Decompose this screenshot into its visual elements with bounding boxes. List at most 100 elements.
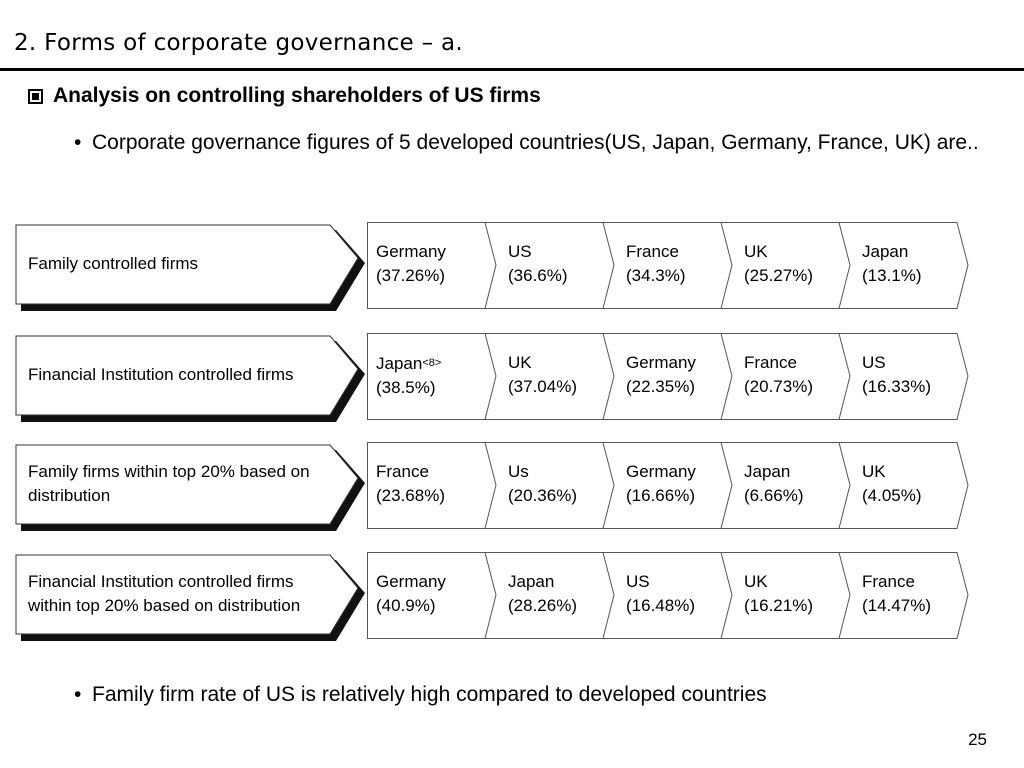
rank-cell: France (34.3%) bbox=[626, 240, 686, 288]
chevron-divider bbox=[838, 333, 851, 420]
rank-country: UK bbox=[508, 353, 532, 372]
chevron-divider bbox=[602, 442, 615, 529]
rank-country: US bbox=[862, 353, 886, 372]
rank-cell: Germany (37.26%) bbox=[376, 240, 446, 288]
chevron-divider bbox=[720, 552, 733, 639]
rank-percentage: (14.47%) bbox=[862, 596, 931, 615]
rank-cell: Japan (13.1%) bbox=[862, 240, 922, 288]
rank-percentage: (36.6%) bbox=[508, 266, 568, 285]
conclusion-bullet-text: Family firm rate of US is relatively hig… bbox=[92, 683, 767, 706]
rank-country: Japan bbox=[508, 572, 555, 591]
rank-cell: Japan (28.26%) bbox=[508, 570, 577, 618]
rank-cell: Japan<8> (38.5%) bbox=[376, 351, 441, 400]
rank-cell: France (23.68%) bbox=[376, 460, 445, 508]
rank-percentage: (16.33%) bbox=[862, 377, 931, 396]
rank-percentage: (20.36%) bbox=[508, 486, 577, 505]
rank-cell: UK (37.04%) bbox=[508, 351, 577, 399]
rank-cell: France (20.73%) bbox=[744, 351, 813, 399]
country-ranking-strip: Germany (37.26%) US (36.6%) France (34.3%) UK (… bbox=[367, 222, 969, 309]
section-heading: Analysis on controlling shareholders of … bbox=[28, 84, 541, 108]
chevron-divider bbox=[720, 442, 733, 529]
chevron-divider bbox=[838, 552, 851, 639]
intro-bullet: • Corporate governance figures of 5 deve… bbox=[74, 120, 994, 165]
rank-percentage: (20.73%) bbox=[744, 377, 813, 396]
rank-country: US bbox=[626, 572, 650, 591]
row-label-text: Financial Institution controlled firms bbox=[28, 365, 294, 384]
title-divider bbox=[0, 68, 1024, 71]
rank-percentage: (4.05%) bbox=[862, 486, 922, 505]
chevron-divider bbox=[484, 222, 497, 309]
rank-percentage: (28.26%) bbox=[508, 596, 577, 615]
rank-cell: Germany (22.35%) bbox=[626, 351, 696, 399]
rank-percentage: (37.26%) bbox=[376, 266, 445, 285]
rank-country: Japan bbox=[376, 354, 423, 373]
intro-bullet-text: Corporate governance figures of 5 develo… bbox=[92, 131, 979, 154]
rank-country: Us bbox=[508, 462, 529, 481]
row-label-box: Financial Institution controlled firms w… bbox=[15, 554, 365, 641]
rank-percentage: (40.9%) bbox=[376, 596, 436, 615]
rank-percentage: (25.27%) bbox=[744, 266, 813, 285]
rank-percentage: (22.35%) bbox=[626, 377, 695, 396]
rank-country: UK bbox=[862, 462, 886, 481]
row-label-box: Family firms within top 20% based on dis… bbox=[15, 444, 365, 531]
rank-country: Germany bbox=[626, 462, 696, 481]
chevron-divider bbox=[720, 333, 733, 420]
conclusion-bullet: • Family firm rate of US is relatively h… bbox=[74, 672, 974, 717]
rank-cell: US (16.48%) bbox=[626, 570, 695, 618]
square-bullet-icon bbox=[28, 88, 43, 104]
rank-cell: Germany (40.9%) bbox=[376, 570, 446, 618]
country-ranking-strip: France (23.68%) Us (20.36%) Germany (16.66%) J… bbox=[367, 442, 969, 529]
chevron-divider bbox=[484, 442, 497, 529]
rank-country: France bbox=[744, 353, 797, 372]
rank-country: US bbox=[508, 242, 532, 261]
row-label-box: Family controlled firms bbox=[15, 224, 365, 311]
rank-percentage: (16.66%) bbox=[626, 486, 695, 505]
rank-cell: US (36.6%) bbox=[508, 240, 568, 288]
chevron-divider bbox=[484, 552, 497, 639]
row-label-box: Financial Institution controlled firms bbox=[15, 335, 365, 422]
rank-cell: France (14.47%) bbox=[862, 570, 931, 618]
bullet-dot-icon: • bbox=[74, 683, 82, 706]
rank-percentage: (37.04%) bbox=[508, 377, 577, 396]
chevron-divider bbox=[838, 442, 851, 529]
rank-country: Germany bbox=[626, 353, 696, 372]
rank-country: France bbox=[376, 462, 429, 481]
rank-cell: UK (4.05%) bbox=[862, 460, 922, 508]
chevron-divider bbox=[602, 333, 615, 420]
row-label-text: Family firms within top 20% based on dis… bbox=[28, 462, 310, 505]
row-label-text: Financial Institution controlled firms w… bbox=[28, 572, 301, 615]
rank-percentage: (38.5%) bbox=[376, 378, 436, 397]
rank-percentage: (34.3%) bbox=[626, 266, 686, 285]
rank-percentage: (23.68%) bbox=[376, 486, 445, 505]
rank-percentage: (13.1%) bbox=[862, 266, 922, 285]
rank-country: Japan bbox=[862, 242, 909, 261]
rank-percentage: (16.48%) bbox=[626, 596, 695, 615]
rank-cell: Japan (6.66%) bbox=[744, 460, 804, 508]
chevron-divider bbox=[484, 333, 497, 420]
rank-country: Japan bbox=[744, 462, 791, 481]
chevron-divider bbox=[838, 222, 851, 309]
rank-cell: US (16.33%) bbox=[862, 351, 931, 399]
chevron-divider bbox=[602, 222, 615, 309]
rank-country: UK bbox=[744, 572, 768, 591]
chevron-divider bbox=[602, 552, 615, 639]
rank-country: France bbox=[862, 572, 915, 591]
slide-title: 2. Forms of corporate governance – a. bbox=[14, 30, 463, 56]
rank-footnote: <8> bbox=[422, 357, 442, 369]
country-ranking-strip: Japan<8> (38.5%) UK (37.04%) Germany (22.35%)… bbox=[367, 333, 969, 420]
rank-cell: UK (25.27%) bbox=[744, 240, 813, 288]
row-label-text: Family controlled firms bbox=[28, 254, 199, 273]
rank-country: UK bbox=[744, 242, 768, 261]
rank-percentage: (6.66%) bbox=[744, 486, 804, 505]
rank-cell: UK (16.21%) bbox=[744, 570, 813, 618]
bullet-dot-icon: • bbox=[74, 131, 82, 154]
rank-percentage: (16.21%) bbox=[744, 596, 813, 615]
page-number: 25 bbox=[968, 730, 987, 749]
rank-country: France bbox=[626, 242, 679, 261]
chevron-divider bbox=[720, 222, 733, 309]
section-heading-text: Analysis on controlling shareholders of … bbox=[53, 84, 541, 107]
rank-country: Germany bbox=[376, 572, 446, 591]
rank-country: Germany bbox=[376, 242, 446, 261]
rank-cell: Us (20.36%) bbox=[508, 460, 577, 508]
country-ranking-strip: Germany (40.9%) Japan (28.26%) US (16.48%) UK (… bbox=[367, 552, 969, 639]
